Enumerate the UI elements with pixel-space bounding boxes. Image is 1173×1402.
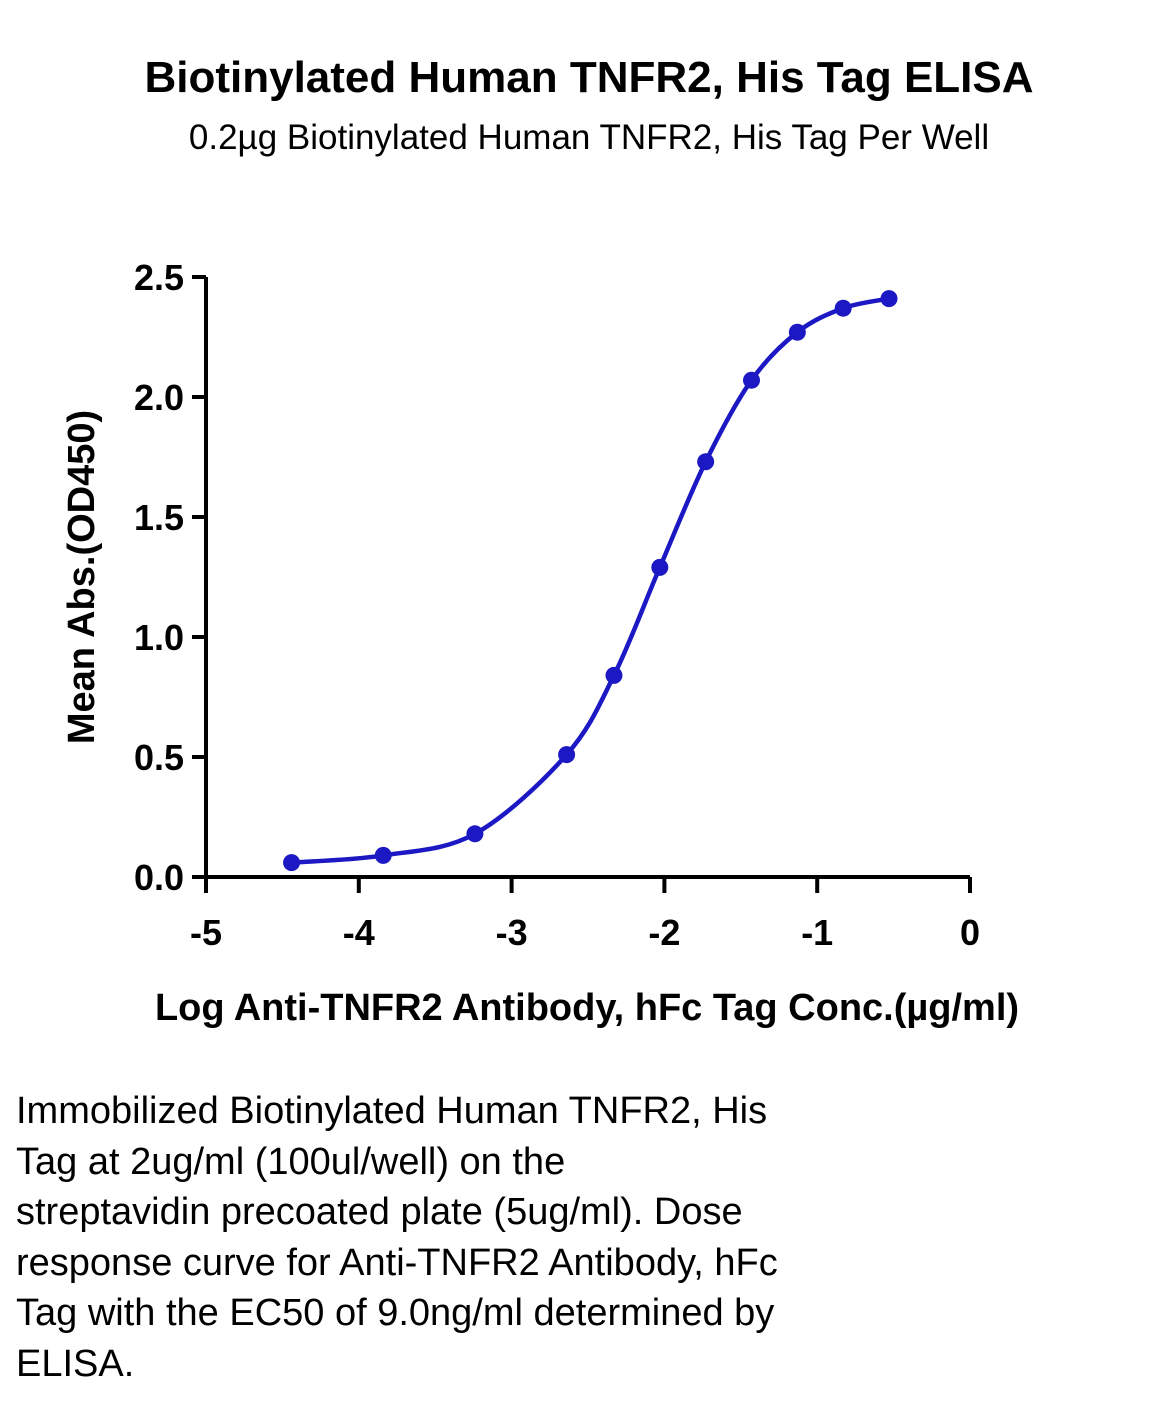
- data-point: [374, 846, 392, 864]
- figure-caption: Immobilized Biotinylated Human TNFR2, Hi…: [16, 1086, 1016, 1389]
- data-point: [834, 299, 852, 317]
- x-tick-label: 0: [960, 912, 980, 953]
- data-point: [605, 666, 623, 684]
- elisa-dose-response-chart: 0.0 0.5 1.0 1.5 2.0 2.5 -5 -4 -3 -2 -1 0 Log Anti-…: [61, 257, 1019, 1029]
- y-tick-label: 1.5: [134, 497, 184, 538]
- series-group: [283, 290, 898, 872]
- data-point: [283, 854, 301, 872]
- y-tick-label: 0.0: [134, 857, 184, 898]
- chart-title: Biotinylated Human TNFR2, His Tag ELISA: [144, 53, 1034, 102]
- y-axis: 0.0 0.5 1.0 1.5 2.0 2.5: [134, 257, 208, 898]
- data-point: [466, 825, 484, 843]
- y-tick-label: 2.0: [134, 377, 184, 418]
- data-point: [697, 453, 715, 471]
- series-line: [289, 296, 892, 865]
- data-point: [651, 558, 669, 576]
- caption-line: streptavidin precoated plate (5ug/ml). D…: [16, 1191, 743, 1233]
- caption-line: Immobilized Biotinylated Human TNFR2, Hi…: [16, 1090, 768, 1132]
- x-tick-label: -4: [343, 912, 375, 953]
- data-point: [742, 371, 760, 389]
- chart-subtitle: 0.2µg Biotinylated Human TNFR2, His Tag …: [188, 118, 990, 157]
- x-axis: -5 -4 -3 -2 -1 0: [190, 875, 980, 953]
- y-axis-label: Mean Abs.(OD450): [61, 410, 103, 744]
- data-point: [788, 323, 806, 341]
- data-point: [558, 746, 576, 764]
- caption-line: Tag with the EC50 of 9.0ng/ml determined…: [16, 1292, 775, 1334]
- y-tick-label: 0.5: [134, 737, 184, 778]
- x-tick-label: -3: [496, 912, 528, 953]
- caption-line: response curve for Anti-TNFR2 Antibody, …: [16, 1241, 778, 1284]
- caption-line: Tag at 2ug/ml (100ul/well) on the: [16, 1140, 566, 1183]
- caption-line: ELISA.: [16, 1342, 135, 1385]
- x-tick-label: -2: [648, 912, 680, 953]
- y-tick-label: 1.0: [134, 617, 184, 658]
- x-tick-label: -5: [190, 912, 222, 953]
- data-point: [880, 290, 898, 308]
- y-tick-label: 2.5: [134, 257, 184, 298]
- x-axis-label: Log Anti-TNFR2 Antibody, hFc Tag Conc.(µ…: [155, 987, 1019, 1029]
- x-tick-label: -1: [801, 912, 833, 953]
